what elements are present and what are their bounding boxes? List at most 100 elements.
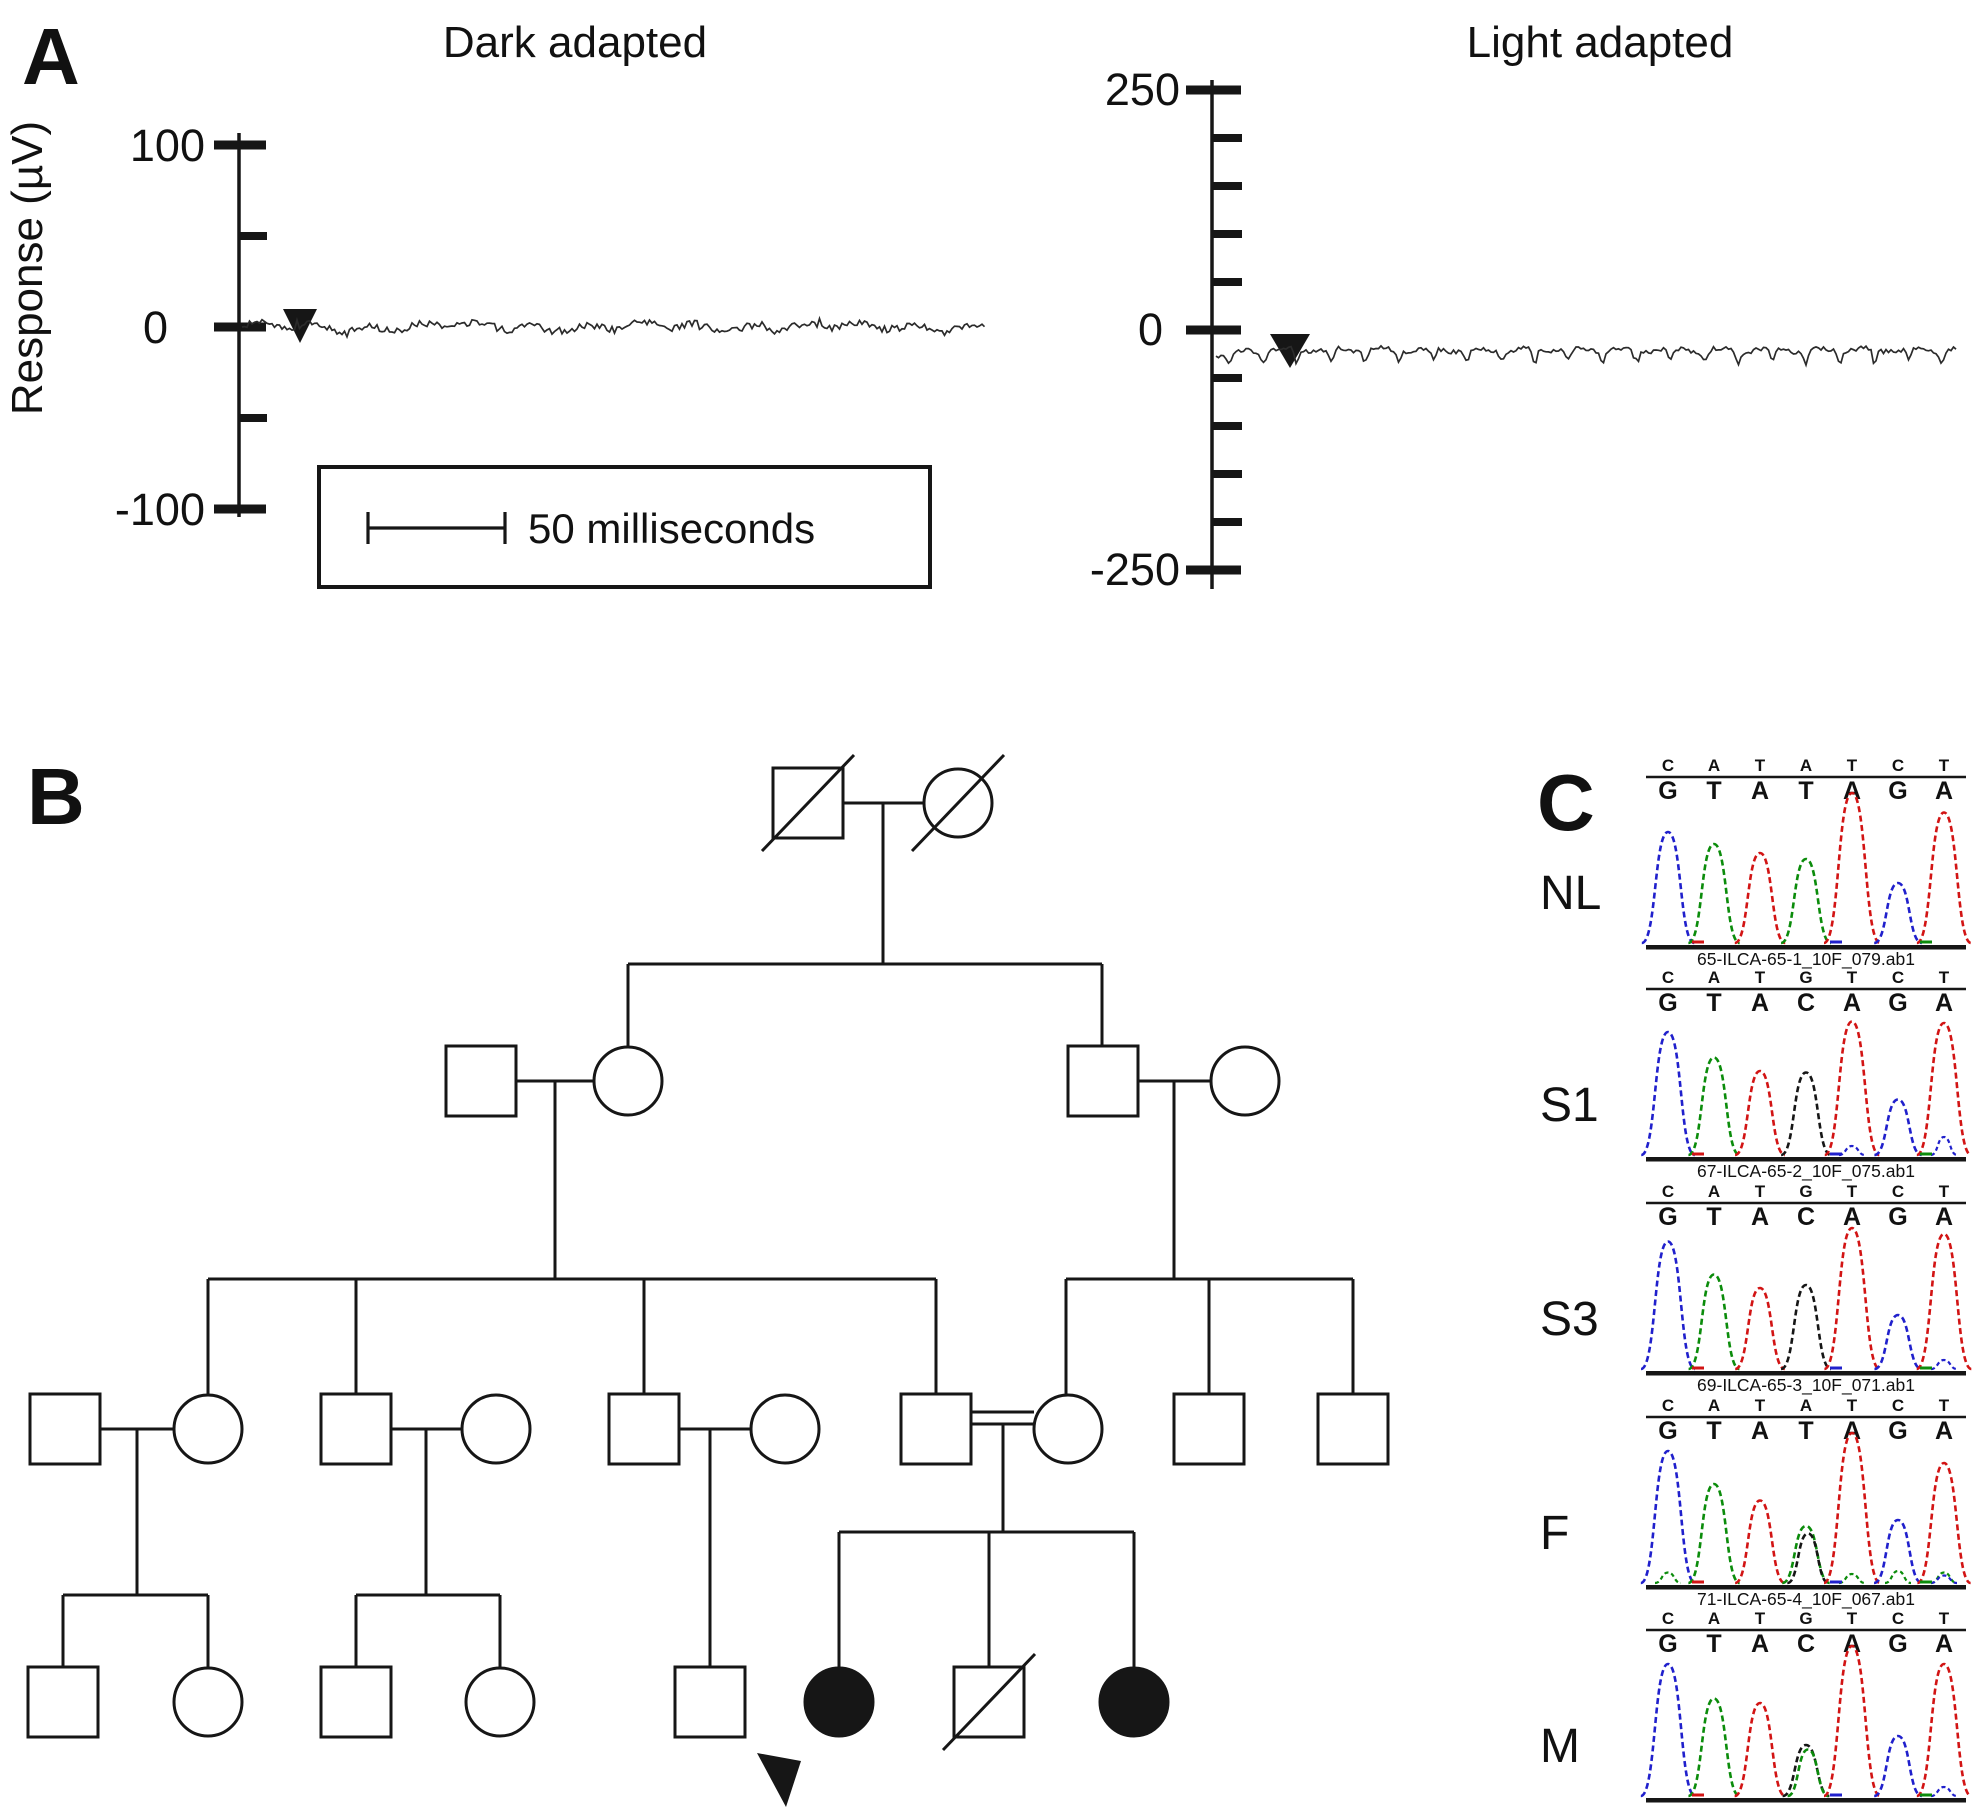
light-tick-label-0: 0 [1138, 304, 1163, 355]
base-call-top: C [1892, 1396, 1904, 1415]
base-call-letter: A [1935, 1417, 1953, 1445]
chromatogram-peak-A [1687, 1056, 1741, 1157]
chromatogram-row-label: F [1540, 1507, 1569, 1560]
gen3-female-mother [1032, 1393, 1104, 1465]
gen4-female [464, 1666, 536, 1738]
chromatogram-peak-C [1640, 1030, 1696, 1157]
gen4-female [172, 1666, 244, 1738]
chromatogram-baseline [1646, 1585, 1966, 1590]
base-call-top: A [1800, 756, 1812, 775]
base-call-top: C [1892, 1182, 1904, 1201]
base-call-letter: T [1706, 1203, 1721, 1231]
base-call-letter: A [1751, 1630, 1769, 1658]
baseline-blip [1920, 1152, 1932, 1156]
light-axis [1186, 80, 1242, 589]
base-call-letter: G [1888, 777, 1907, 805]
base-call-top: T [1755, 1396, 1766, 1415]
gen2-female [592, 1045, 664, 1117]
base-call-letter: C [1797, 989, 1815, 1017]
trace-filename: 71-ILCA-65-4_10F_067.ab1 [1697, 1589, 1915, 1610]
base-call-top: A [1800, 1396, 1812, 1415]
chromatogram-peak-C [1873, 881, 1923, 945]
base-call-top: T [1755, 968, 1766, 987]
panel-a: A Dark adapted Light adapted Response (µ… [3, 12, 1957, 595]
base-call-top: C [1662, 1182, 1674, 1201]
base-call-letter: G [1658, 1630, 1677, 1658]
base-call-top: C [1662, 756, 1674, 775]
gen3-male [1316, 1392, 1390, 1466]
baseline-blip [1920, 1793, 1932, 1797]
chromatogram-peak-T [1734, 1701, 1786, 1798]
chromatogram-baseline [1646, 1798, 1966, 1803]
base-call-top: T [1847, 1609, 1858, 1628]
baseline-blip [1830, 1793, 1842, 1797]
gen4-male [319, 1665, 393, 1739]
base-call-top: T [1939, 1609, 1950, 1628]
base-call-letter: T [1798, 1417, 1813, 1445]
chromatogram-peak-T [1916, 1662, 1972, 1798]
base-call-top: C [1892, 1609, 1904, 1628]
chromatogram-peak-T [1916, 1461, 1972, 1585]
chromatogram-peak-A [1687, 1482, 1741, 1585]
base-call-letter: A [1751, 777, 1769, 805]
base-call-letter: T [1706, 1417, 1721, 1445]
base-call-letter: C [1797, 1630, 1815, 1658]
base-call-top: C [1662, 1609, 1674, 1628]
chromatogram-peak-T [1734, 851, 1786, 945]
chromatogram-minor-peak-A [1838, 1572, 1866, 1585]
base-call-top: T [1939, 968, 1950, 987]
chromatogram-minor-peak-C [1930, 1135, 1958, 1157]
chromatogram-row-S1: S1C A T G T C TG T A C A G A67-ILCA-65-2_10F_075.ab1 [1540, 968, 1972, 1182]
chromatogram-peak-C [1873, 1098, 1923, 1157]
chromatogram-peak-G [1782, 1743, 1830, 1798]
gen4-female-affected [803, 1666, 875, 1738]
base-call-letter: A [1935, 777, 1953, 805]
base-call-top: T [1755, 1182, 1766, 1201]
chromatogram-baseline [1646, 1371, 1966, 1376]
chromatogram-minor-peak-C [1930, 1358, 1958, 1371]
baseline-blip [1692, 940, 1704, 944]
deceased-slash [910, 753, 1006, 853]
gen3-male [607, 1392, 681, 1466]
baseline-blip [1830, 1366, 1842, 1370]
scale-bar-box: 50 milliseconds [317, 465, 932, 589]
base-call-letter: G [1888, 989, 1907, 1017]
base-call-letter: A [1751, 989, 1769, 1017]
base-call-letter: A [1935, 1630, 1953, 1658]
base-call-top: T [1847, 1182, 1858, 1201]
chromatogram-peak-A [1687, 1697, 1741, 1798]
baseline-blip [1692, 1366, 1704, 1370]
chromatogram-peak-T [1823, 791, 1881, 945]
gen2-female-married-in [1209, 1045, 1281, 1117]
dark-axis [214, 133, 267, 517]
base-call-top: A [1708, 756, 1720, 775]
dark-tick-label-neg100: -100 [115, 484, 205, 535]
chromatogram-peak-C [1640, 1662, 1696, 1798]
panel-b: B [26, 752, 1390, 1807]
chromatogram-peak-het-A [1787, 1748, 1829, 1798]
panel-b-label: B [27, 752, 85, 841]
chromatogram-minor-peak-C [1930, 1785, 1958, 1798]
base-call-letter: T [1798, 777, 1813, 805]
chromatogram-peak-T [1915, 1232, 1973, 1371]
chromatogram-peak-T [1823, 1226, 1881, 1371]
chromatogram-peak-T [1734, 1069, 1786, 1157]
chromatogram-peak-T [1916, 1021, 1972, 1157]
base-call-letter: G [1888, 1417, 1907, 1445]
baseline-blip [1692, 1580, 1704, 1584]
base-call-letter: G [1658, 1417, 1677, 1445]
chromatogram-row-S3: S3C A T G T C TG T A C A G A69-ILCA-65-3_10F_071.ab1 [1540, 1182, 1973, 1396]
chromatogram-peak-T [1823, 1431, 1881, 1585]
baseline-blip [1830, 940, 1842, 944]
baseline-blip [1692, 1793, 1704, 1797]
base-call-letter: A [1935, 1203, 1953, 1231]
gen3-female-married-in [749, 1393, 821, 1465]
base-call-top: C [1892, 968, 1904, 987]
baseline-blip [1920, 1580, 1932, 1584]
base-call-top: G [1799, 1609, 1812, 1628]
base-call-top: T [1847, 1396, 1858, 1415]
base-call-top: G [1799, 968, 1812, 987]
chromatogram-peak-T [1824, 1020, 1880, 1157]
chromatogram-minor-peak-C [1838, 1144, 1866, 1157]
